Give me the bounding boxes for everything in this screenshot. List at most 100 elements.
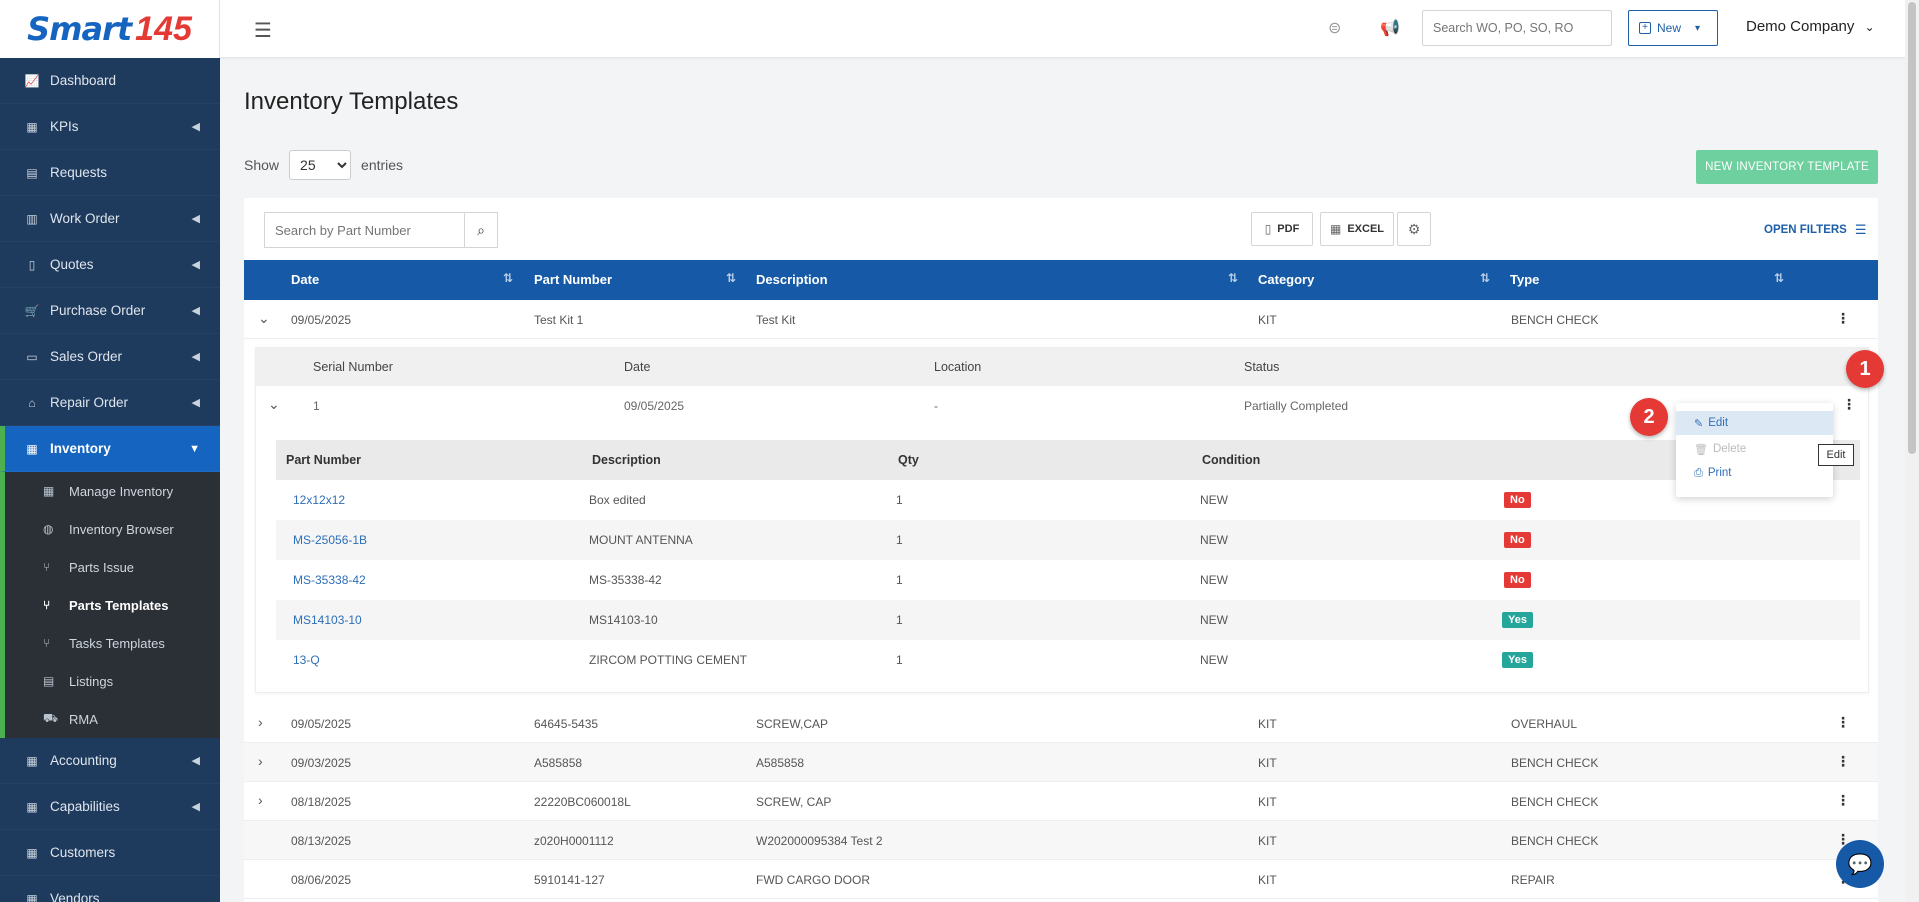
- cell-description: FWD CARGO DOOR: [756, 873, 870, 887]
- excel-label: EXCEL: [1347, 223, 1385, 235]
- open-filters-button[interactable]: OPEN FILTERS ☰: [1764, 222, 1867, 238]
- edit-menu-item[interactable]: ✎ Edit: [1676, 411, 1833, 435]
- printer-icon: ⎙: [1694, 466, 1703, 479]
- new-inventory-template-button[interactable]: NEW INVENTORY TEMPLATE: [1696, 150, 1878, 184]
- cell-part-number: z020H0001112: [534, 834, 614, 848]
- sidebar-subitem-parts-templates[interactable]: ⑂ Parts Templates: [5, 586, 220, 624]
- part-link[interactable]: MS14103-10: [293, 613, 362, 627]
- sidebar-item-dashboard[interactable]: 📈 Dashboard: [0, 58, 220, 104]
- vendor-icon: ▦: [26, 891, 38, 902]
- part-link[interactable]: 12x12x12: [293, 493, 346, 507]
- table-row[interactable]: ⌄ 09/05/2025 Test Kit 1 Test Kit KIT BEN…: [244, 300, 1878, 339]
- print-label: Print: [1707, 467, 1732, 479]
- kebab-menu-icon[interactable]: ⋮: [1836, 753, 1850, 769]
- chevron-down-icon[interactable]: ⌄: [258, 310, 270, 326]
- table-row[interactable]: › 09/03/2025 A585858 A585858 KIT BENCH C…: [244, 743, 1878, 782]
- col-part-number[interactable]: Part Number: [534, 272, 613, 287]
- cell-type: REPAIR: [1511, 873, 1555, 887]
- print-menu-item[interactable]: ⎙ Print: [1676, 461, 1833, 485]
- parts-row: MS-25056-1B MOUNT ANTENNA 1 NEW No: [276, 520, 1860, 560]
- robot-icon[interactable]: ⊜: [1328, 20, 1342, 37]
- chevron-left-icon: ◀: [191, 351, 200, 363]
- serial-row[interactable]: ⌄ 1 09/05/2025 - Partially Completed ⋮: [256, 386, 1868, 426]
- entries-control: Show 25 entries: [244, 150, 403, 180]
- kebab-menu-icon[interactable]: ⋮: [1842, 396, 1856, 412]
- sort-icon[interactable]: ⇅: [1480, 271, 1491, 285]
- logo[interactable]: Smart 145: [0, 0, 220, 58]
- templates-card: ⌕ ▯ PDF ▦ EXCEL ⚙ OPEN FILTERS ☰ Date ⇅ Par…: [244, 198, 1878, 902]
- kebab-menu-icon[interactable]: ⋮: [1836, 310, 1850, 326]
- sidebar-item-vendors[interactable]: ▦ Vendors: [0, 876, 220, 902]
- sidebar-subitem-parts-issue[interactable]: ⑂ Parts Issue: [5, 548, 220, 586]
- delete-menu-item[interactable]: 🗑 Delete: [1676, 437, 1833, 461]
- table-row[interactable]: 08/13/2025 z020H0001112 W202000095384 Te…: [244, 821, 1878, 860]
- sidebar-item-quotes[interactable]: ▯ Quotes ◀: [0, 242, 220, 288]
- sidebar-item-capabilities[interactable]: ▦ Capabilities ◀: [0, 784, 220, 830]
- pdf-button[interactable]: ▯ PDF: [1251, 212, 1313, 246]
- sidebar-item-sales-order[interactable]: ▭ Sales Order ◀: [0, 334, 220, 380]
- sidebar-subitem-inventory-browser[interactable]: ◍ Inventory Browser: [5, 510, 220, 548]
- hamburger-menu-icon[interactable]: ☰: [254, 20, 272, 42]
- search-icon[interactable]: ⌕: [464, 212, 498, 248]
- col-description[interactable]: Description: [756, 272, 828, 287]
- part-link[interactable]: MS-25056-1B: [293, 533, 368, 547]
- table-row[interactable]: › 08/18/2025 22220BC060018L SCREW, CAP K…: [244, 782, 1878, 821]
- sidebar-item-label: Work Order: [50, 211, 120, 226]
- new-button[interactable]: + New ▾: [1628, 10, 1718, 46]
- sidebar-item-kpis[interactable]: ▦ KPIs ◀: [0, 104, 220, 150]
- sort-icon[interactable]: ⇅: [503, 271, 514, 285]
- sidebar-item-work-order[interactable]: ▥ Work Order ◀: [0, 196, 220, 242]
- sidebar-subitem-listings[interactable]: ▤ Listings: [5, 662, 220, 700]
- branch-icon: ⑂: [43, 598, 51, 612]
- global-search-input[interactable]: [1422, 10, 1612, 46]
- chevron-down-icon[interactable]: ⌄: [268, 396, 280, 412]
- sidebar-item-customers[interactable]: ▦ Customers: [0, 830, 220, 876]
- chevron-down-icon: ▼: [189, 442, 200, 455]
- parts-table: Part Number Description Qty Condition 12…: [276, 440, 1860, 684]
- kebab-menu-icon[interactable]: ⋮: [1836, 792, 1850, 808]
- inventory-subnav: ▦ Manage Inventory ◍ Inventory Browser ⑂ Pa…: [0, 472, 220, 738]
- table-row[interactable]: › 09/05/2025 64645-5435 SCREW,CAP KIT OV…: [244, 704, 1878, 743]
- kebab-menu-icon[interactable]: ⋮: [1836, 714, 1850, 730]
- sidebar-item-inventory[interactable]: ▦ Inventory ▼: [0, 426, 220, 472]
- col-date[interactable]: Date: [291, 272, 320, 287]
- cell-type: BENCH CHECK: [1511, 834, 1599, 848]
- sidebar-subitem-rma[interactable]: ⛟ RMA: [5, 700, 220, 738]
- excel-icon: ▦: [1329, 222, 1342, 236]
- part-link[interactable]: MS-35338-42: [293, 573, 366, 587]
- chevron-left-icon: ◀: [191, 801, 200, 813]
- part-link[interactable]: 13-Q: [293, 653, 320, 667]
- table-row[interactable]: 08/06/2025 5910141-127 FWD CARGO DOOR KI…: [244, 860, 1878, 899]
- settings-button[interactable]: ⚙: [1397, 212, 1431, 246]
- gear-icon: ⚙: [1407, 220, 1421, 237]
- sort-icon[interactable]: ⇅: [726, 271, 737, 285]
- sidebar-item-repair-order[interactable]: ⌂ Repair Order ◀: [0, 380, 220, 426]
- part-number-search-input[interactable]: [264, 212, 464, 248]
- sort-icon[interactable]: ⇅: [1228, 271, 1239, 285]
- scrollbar-thumb[interactable]: [1908, 2, 1916, 454]
- excel-button[interactable]: ▦ EXCEL: [1320, 212, 1394, 246]
- entries-select[interactable]: 25: [289, 150, 352, 180]
- plus-icon: +: [1639, 22, 1651, 34]
- chevron-right-icon[interactable]: ›: [258, 714, 263, 730]
- part-search: ⌕: [264, 212, 498, 248]
- branch-icon: ⑂: [43, 560, 51, 574]
- company-selector[interactable]: Demo Company ⌄: [1746, 18, 1875, 35]
- company-name: Demo Company: [1746, 18, 1855, 35]
- megaphone-icon[interactable]: 📢: [1380, 20, 1400, 37]
- sidebar-item-accounting[interactable]: ▦ Accounting ◀: [0, 738, 220, 784]
- cell-date: 09/05/2025: [624, 399, 685, 413]
- chat-bubble-icon[interactable]: 💬: [1836, 840, 1884, 888]
- col-category[interactable]: Category: [1258, 272, 1315, 287]
- sidebar-subitem-manage-inventory[interactable]: ▦ Manage Inventory: [5, 472, 220, 510]
- parts-row: 12x12x12 Box edited 1 NEW No: [276, 480, 1860, 520]
- col-type[interactable]: Type: [1510, 272, 1540, 287]
- page-scrollbar[interactable]: [1905, 0, 1919, 902]
- sidebar-subitem-tasks-templates[interactable]: ⑂ Tasks Templates: [5, 624, 220, 662]
- sidebar-item-purchase-order[interactable]: 🛒 Purchase Order ◀: [0, 288, 220, 334]
- chevron-right-icon[interactable]: ›: [258, 792, 263, 808]
- sidebar-item-requests[interactable]: ▤ Requests: [0, 150, 220, 196]
- cell-description: SCREW,CAP: [756, 717, 829, 731]
- chevron-right-icon[interactable]: ›: [258, 753, 263, 769]
- sort-icon[interactable]: ⇅: [1774, 271, 1785, 285]
